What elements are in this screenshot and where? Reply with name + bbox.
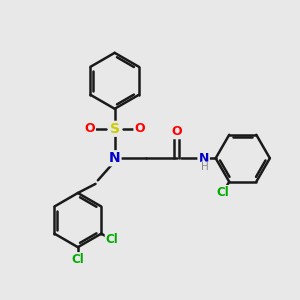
Text: Cl: Cl bbox=[217, 186, 230, 199]
Text: Cl: Cl bbox=[71, 253, 84, 266]
Text: O: O bbox=[134, 122, 145, 135]
Text: H: H bbox=[201, 162, 209, 172]
Text: Cl: Cl bbox=[106, 233, 118, 246]
Text: N: N bbox=[109, 151, 121, 165]
Text: O: O bbox=[171, 125, 182, 138]
Text: N: N bbox=[198, 152, 209, 165]
Text: S: S bbox=[110, 122, 120, 136]
Text: O: O bbox=[84, 122, 95, 135]
